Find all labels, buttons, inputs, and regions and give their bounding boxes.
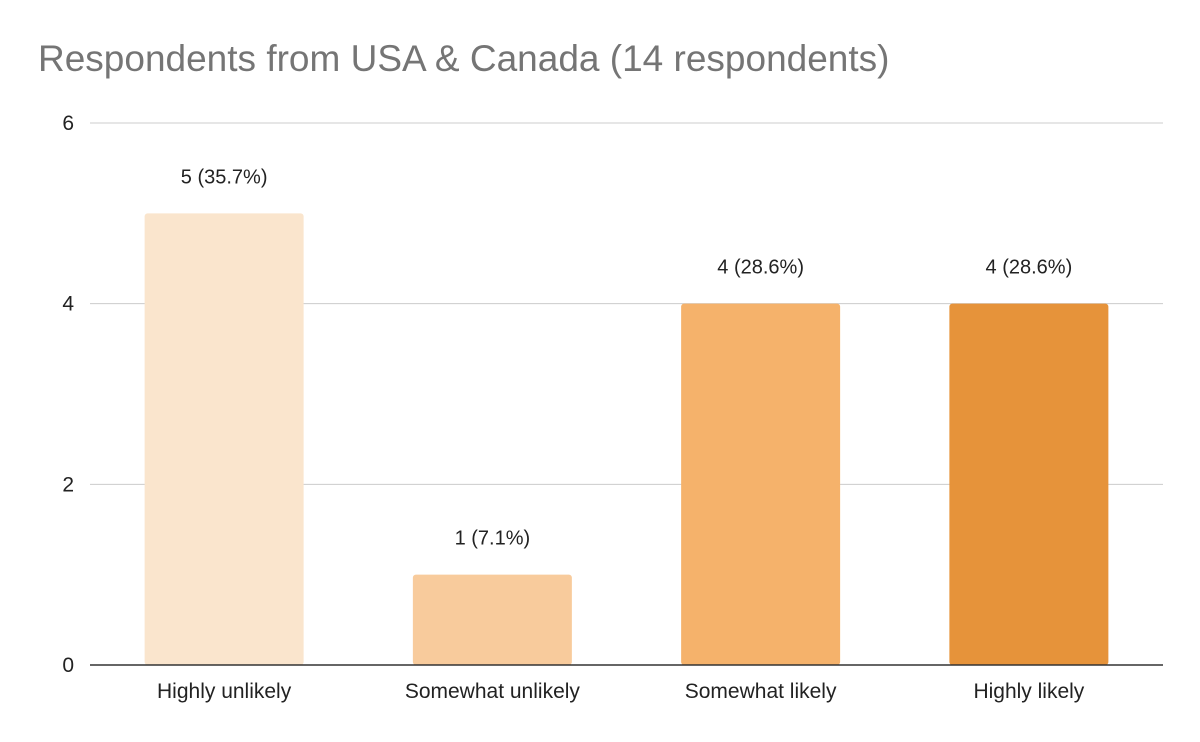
data-label: 1 (7.1%) (455, 528, 531, 550)
x-tick-label: Somewhat unlikely (405, 680, 581, 703)
data-label: 4 (28.6%) (986, 257, 1073, 279)
bar[interactable] (681, 303, 841, 665)
y-tick-label: 2 (62, 473, 74, 496)
y-tick-label: 4 (62, 293, 74, 316)
bar[interactable] (949, 303, 1109, 665)
x-tick-label: Somewhat likely (685, 680, 837, 703)
x-tick-label: Highly unlikely (157, 680, 292, 703)
data-label: 5 (35.7%) (181, 166, 268, 188)
bar[interactable] (144, 213, 304, 666)
chart-title: Respondents from USA & Canada (14 respon… (38, 38, 890, 79)
bar[interactable] (412, 574, 572, 665)
y-tick-label: 6 (62, 112, 74, 135)
data-label: 4 (28.6%) (717, 257, 804, 279)
y-tick-label: 0 (62, 654, 74, 677)
x-tick-label: Highly likely (973, 680, 1084, 703)
